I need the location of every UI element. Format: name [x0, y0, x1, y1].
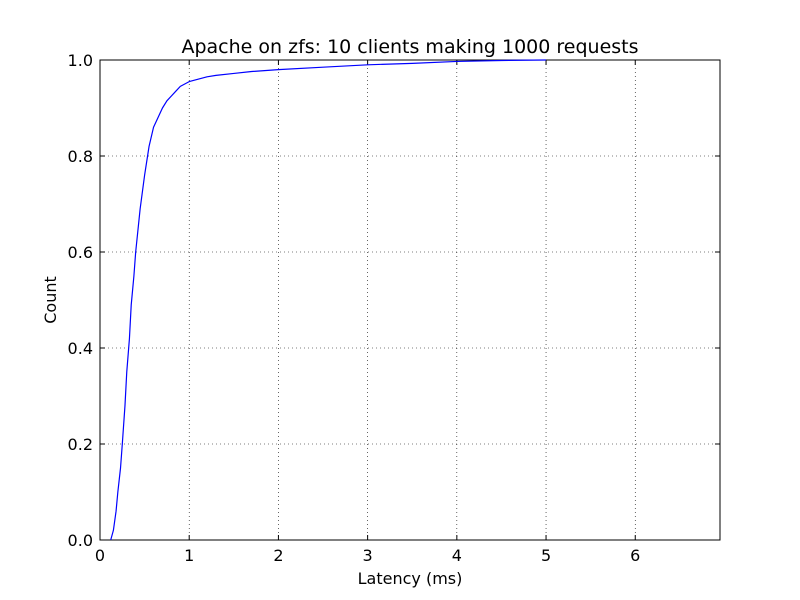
axis-ticks: 0 1 2 3 4 5 6 0.0 0.2 0.4 0.6 0.8 1.0: [68, 51, 720, 565]
y-tick-label: 0.4: [68, 339, 93, 358]
y-tick-label: 1.0: [68, 51, 93, 70]
y-tick-label: 0.6: [68, 243, 93, 262]
x-tick-label: 0: [95, 546, 105, 565]
x-tick-label: 4: [452, 546, 462, 565]
x-tick-label: 6: [630, 546, 640, 565]
series-line: [110, 59, 547, 541]
x-tick-label: 2: [273, 546, 283, 565]
x-tick-label: 1: [184, 546, 194, 565]
chart-title: Apache on zfs: 10 clients making 1000 re…: [181, 36, 638, 58]
plot-frame: [99, 59, 721, 541]
y-tick-label: 0.8: [68, 147, 93, 166]
x-tick-label: 3: [363, 546, 373, 565]
y-tick-label: 0.2: [68, 435, 93, 454]
y-axis-label: Count: [41, 276, 60, 324]
x-tick-label: 5: [541, 546, 551, 565]
y-tick-label: 0.0: [68, 531, 93, 550]
x-axis-label: Latency (ms): [358, 569, 463, 588]
series-layer: [110, 59, 547, 541]
